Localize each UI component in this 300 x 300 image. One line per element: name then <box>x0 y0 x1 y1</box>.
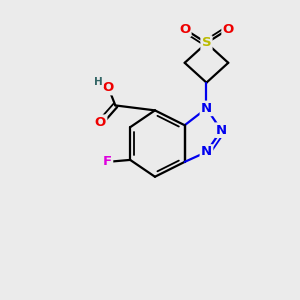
Text: F: F <box>103 155 112 168</box>
Text: O: O <box>179 22 190 36</box>
Text: O: O <box>103 81 114 94</box>
Text: S: S <box>202 37 211 50</box>
Text: N: N <box>201 102 212 115</box>
Text: O: O <box>223 22 234 36</box>
Text: N: N <box>201 146 212 158</box>
Text: O: O <box>95 116 106 129</box>
Text: N: N <box>216 124 227 137</box>
Text: H: H <box>94 76 103 87</box>
